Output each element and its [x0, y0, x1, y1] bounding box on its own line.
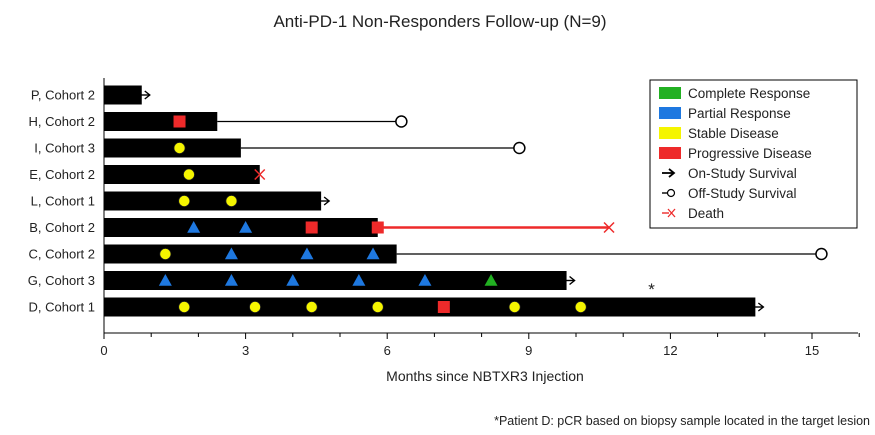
partial-response-marker: [158, 274, 172, 286]
legend-arrow-icon: [668, 168, 676, 178]
patient-label: D, Cohort 1: [29, 300, 95, 315]
stable-disease-marker: [159, 248, 172, 260]
chart-title: Anti-PD-1 Non-Responders Follow-up (N=9): [273, 12, 606, 31]
annotation-asterisk: *: [648, 280, 655, 299]
legend-label: On-Study Survival: [688, 166, 797, 181]
treatment-bar: [104, 297, 756, 317]
legend-label: Progressive Disease: [688, 146, 812, 161]
legend-label: Partial Response: [688, 106, 791, 121]
patient-label: L, Cohort 1: [31, 194, 95, 209]
on-study-arrow: [569, 275, 576, 286]
treatment-bar: [104, 138, 241, 158]
patient-label: B, Cohort 2: [29, 220, 95, 235]
partial-response-marker: [224, 247, 238, 260]
progressive-disease-marker: [371, 221, 384, 234]
legend-entry: On-Study Survival: [662, 166, 797, 181]
legend: Complete Response Partial Response Stable …: [649, 79, 858, 229]
legend-label: Complete Response: [688, 86, 810, 101]
legend-box: [649, 79, 858, 229]
x-tick-label: 12: [663, 343, 677, 358]
axes: 0 3 6 9 12 15: [100, 78, 860, 358]
partial-response-marker: [352, 274, 366, 286]
partial-response-marker: [286, 274, 300, 286]
treatment-bar: [104, 271, 567, 290]
partial-response-marker: [239, 221, 253, 233]
partial-response-marker: [187, 221, 201, 233]
stable-disease-marker: [183, 168, 195, 181]
patient-label: C, Cohort 2: [29, 247, 95, 262]
treatment-bar: [104, 218, 378, 237]
partial-response-marker: [300, 247, 314, 260]
legend-open-circle-icon: [666, 188, 676, 198]
patient-row: C, Cohort 2: [29, 244, 828, 264]
legend-entry: Death: [662, 206, 724, 221]
patient-row: G, Cohort 3: [28, 271, 576, 290]
treatment-bar: [104, 85, 142, 105]
legend-swatch: [659, 87, 681, 99]
stable-disease-marker: [178, 301, 191, 313]
on-study-arrow: [757, 302, 765, 312]
patient-row: D, Cohort 1: [29, 297, 765, 317]
legend-entry: Stable Disease: [659, 126, 779, 141]
patient-row: L, Cohort 1: [31, 191, 331, 211]
patient-label: G, Cohort 3: [28, 273, 95, 288]
legend-entry: Progressive Disease: [659, 146, 812, 161]
partial-response-marker: [366, 247, 380, 260]
off-study-marker: [513, 141, 526, 155]
on-study-arrow: [323, 196, 331, 206]
legend-label: Off-Study Survival: [688, 186, 797, 201]
off-study-marker: [815, 247, 828, 261]
stable-disease-marker: [225, 195, 238, 207]
stable-disease-marker: [249, 301, 261, 313]
legend-label: Death: [688, 206, 724, 221]
patient-row: H, Cohort 2: [29, 112, 408, 131]
stable-disease-marker: [173, 142, 186, 154]
patient-label: E, Cohort 2: [29, 167, 95, 182]
stable-disease-marker: [371, 301, 384, 313]
off-study-marker: [395, 115, 408, 128]
stable-disease-marker: [305, 301, 318, 313]
patient-row: I, Cohort 3: [34, 138, 526, 158]
footnote: *Patient D: pCR based on biopsy sample l…: [494, 414, 870, 428]
partial-response-marker: [418, 274, 432, 286]
patient-row: E, Cohort 2: [29, 165, 266, 184]
on-study-arrow: [144, 90, 151, 100]
partial-response-marker: [224, 274, 238, 286]
patient-rows: P, Cohort 2 H, Cohort 2 I, Cohort 3 E, Coho…: [28, 85, 828, 317]
death-marker-b: [254, 168, 266, 181]
stable-disease-marker: [574, 301, 587, 313]
treatment-bar: [104, 165, 260, 184]
patient-label: P, Cohort 2: [31, 88, 95, 103]
treatment-bar: [104, 191, 322, 211]
x-tick-label: 15: [805, 343, 819, 358]
legend-swatch: [659, 127, 681, 139]
legend-swatch: [659, 147, 681, 159]
progressive-disease-marker: [173, 115, 186, 128]
legend-entry: Partial Response: [659, 106, 791, 121]
x-tick-label: 9: [525, 343, 532, 358]
complete-response-marker: [484, 274, 498, 286]
x-tick-label: 6: [384, 343, 391, 358]
x-axis-label: Months since NBTXR3 Injection: [386, 368, 584, 384]
progressive-disease-marker: [437, 301, 450, 313]
patient-row: P, Cohort 2: [31, 85, 151, 105]
legend-entry: Off-Study Survival: [662, 186, 797, 201]
treatment-bar: [104, 244, 397, 264]
patient-label: H, Cohort 2: [29, 114, 95, 129]
patient-label: I, Cohort 3: [34, 141, 95, 156]
patient-row: B, Cohort 2: [29, 218, 615, 237]
stable-disease-marker: [508, 301, 521, 313]
legend-x-icon-b: [667, 208, 676, 218]
x-tick-label: 0: [100, 343, 107, 358]
death-marker-b: [603, 221, 615, 234]
stable-disease-marker: [178, 195, 191, 207]
legend-entry: Complete Response: [659, 86, 810, 101]
progressive-disease-marker: [305, 221, 318, 234]
legend-swatch: [659, 107, 681, 119]
x-tick-label: 3: [242, 343, 249, 358]
treatment-bar: [104, 112, 218, 131]
legend-label: Stable Disease: [688, 126, 779, 141]
